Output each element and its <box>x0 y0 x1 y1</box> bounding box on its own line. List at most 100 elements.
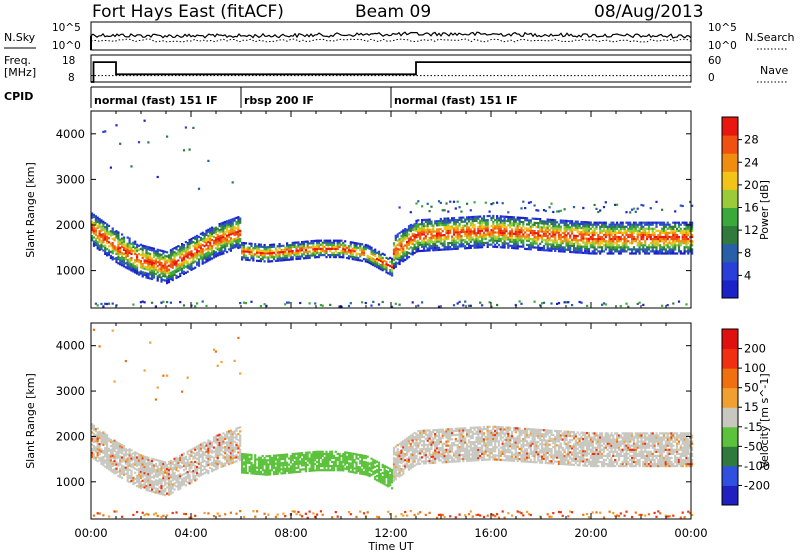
power-pixel <box>471 218 474 221</box>
velocity-pixel <box>252 470 255 473</box>
freq-label-line2: [MHz] <box>4 66 36 79</box>
power-pixel <box>546 224 549 227</box>
power-pixel <box>520 239 523 242</box>
power-pixel <box>512 240 516 244</box>
power-pixel <box>132 268 135 271</box>
power-pixel <box>151 269 154 272</box>
velocity-pixel <box>96 439 99 442</box>
velocity-pixel <box>149 467 152 470</box>
power-pixel <box>518 220 521 223</box>
power-pixel <box>612 248 615 251</box>
power-pixel <box>621 242 624 245</box>
velocity-pixel <box>156 471 159 474</box>
power-pixel <box>542 301 546 304</box>
velocity-pixel <box>106 460 109 463</box>
velocity-pixel <box>164 494 167 497</box>
velocity-pixel <box>199 461 202 464</box>
power-pixel <box>434 222 437 225</box>
velocity-pixel <box>265 463 268 466</box>
power-pixel <box>407 239 411 242</box>
velocity-pixel <box>92 434 96 437</box>
power-pixel <box>211 249 214 252</box>
power-pixel <box>284 258 287 262</box>
power-pixel <box>359 245 362 248</box>
power-pixel <box>207 238 210 242</box>
power-pixel <box>329 249 332 253</box>
velocity-pixel <box>237 336 240 339</box>
power-pixel <box>344 252 347 255</box>
power-pixel <box>647 244 651 247</box>
power-pixel <box>599 252 602 255</box>
power-pixel <box>402 245 405 248</box>
velocity-pixel <box>209 456 212 459</box>
power-pixel <box>207 249 210 252</box>
power-pixel <box>584 249 587 252</box>
power-pixel <box>289 258 292 261</box>
power-pixel <box>188 238 191 242</box>
velocity-pixel <box>269 457 272 460</box>
velocity-pixel <box>96 449 99 452</box>
power-pixel <box>589 237 592 241</box>
power-pixel <box>246 248 249 251</box>
velocity-pixel <box>276 462 279 465</box>
velocity-pixel <box>203 447 206 450</box>
power-pixel <box>415 219 418 222</box>
power-pixel <box>224 243 227 246</box>
power-pixel <box>286 248 289 251</box>
power-pixel <box>632 227 636 230</box>
power-pixel <box>548 249 551 252</box>
velocity-pixel <box>211 443 214 446</box>
velocity-pixel <box>196 447 199 450</box>
power-pixel <box>434 249 437 252</box>
power-pixel <box>629 242 632 245</box>
power-pixel <box>499 246 502 249</box>
power-pixel <box>149 256 152 260</box>
power-pixel <box>256 247 259 250</box>
power-pixel <box>119 259 122 262</box>
power-pixel <box>226 222 229 225</box>
power-pixel <box>194 246 197 249</box>
power-pixel <box>574 228 577 231</box>
power-pixel <box>242 246 246 249</box>
velocity-pixel <box>91 431 94 434</box>
power-pixel <box>451 235 454 238</box>
power-pixel <box>584 225 587 228</box>
power-pixel <box>529 225 532 228</box>
power-pixel <box>117 256 120 259</box>
velocity-pixel <box>241 469 244 472</box>
noise-right-tick-bottom: 10^0 <box>708 40 737 52</box>
power-pixel <box>162 270 165 273</box>
power-pixel <box>565 230 568 233</box>
power-pixel <box>126 252 129 256</box>
power-pixel <box>396 256 399 259</box>
velocity-pixel <box>201 458 204 461</box>
power-pixel <box>662 223 666 226</box>
velocity-pixel <box>211 441 214 444</box>
velocity-pixel <box>261 458 264 462</box>
power-pixel <box>201 233 204 236</box>
power-pixel <box>627 240 630 243</box>
power-pixel <box>374 250 377 253</box>
power-pixel <box>422 239 426 242</box>
velocity-pixel <box>212 458 216 461</box>
velocity-pixel <box>100 434 103 437</box>
power-pixel <box>100 302 103 305</box>
velocity-pixel <box>119 475 122 478</box>
power-pixel <box>252 253 255 256</box>
velocity-pixel <box>113 472 116 475</box>
power-pixel <box>499 233 502 236</box>
power-pixel <box>636 207 639 210</box>
velocity-pixel <box>194 475 197 478</box>
power-pixel <box>248 248 251 251</box>
power-pixel <box>304 246 307 249</box>
power-pixel <box>524 237 527 240</box>
power-pixel <box>426 218 429 221</box>
power-pixel <box>319 247 322 250</box>
velocity-pixel <box>100 462 103 465</box>
power-pixel <box>535 221 538 225</box>
power-pixel <box>514 247 517 250</box>
power-pixel <box>372 257 375 260</box>
power-pixel <box>460 237 463 240</box>
power-pixel <box>552 245 555 248</box>
velocity-pixel <box>143 463 146 467</box>
